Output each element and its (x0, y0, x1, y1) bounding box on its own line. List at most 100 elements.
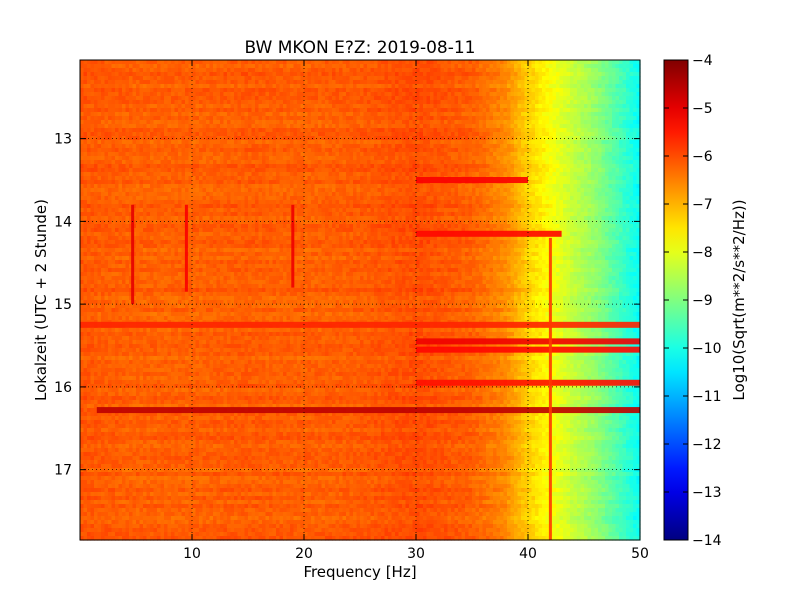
heatmap-cell (171, 216, 176, 221)
heatmap-cell (153, 456, 158, 461)
heatmap-cell (153, 292, 158, 297)
heatmap-cell (150, 380, 155, 385)
heatmap-cell (192, 164, 197, 169)
heatmap-cell (94, 264, 99, 269)
heatmap-cell (136, 356, 141, 361)
heatmap-cell (209, 336, 214, 341)
heatmap-cell (174, 188, 179, 193)
heatmap-cell (206, 388, 211, 393)
heatmap-cell (213, 108, 218, 113)
heatmap-cell (111, 104, 116, 109)
heatmap-cell (181, 264, 186, 269)
heatmap-cell (111, 136, 116, 141)
heatmap-cell (160, 500, 165, 505)
heatmap-cell (104, 336, 109, 341)
heatmap-cell (153, 508, 158, 513)
heatmap-cell (94, 348, 99, 353)
heatmap-cell (97, 256, 102, 261)
heatmap-cell (199, 184, 204, 189)
heatmap-cell (101, 228, 106, 233)
heatmap-cell (108, 140, 113, 145)
heatmap-cell (199, 80, 204, 85)
heatmap-cell (223, 248, 228, 253)
heatmap-cell (223, 64, 228, 69)
heatmap-cell (129, 84, 134, 89)
heatmap-cell (118, 212, 123, 217)
heatmap-cell (199, 404, 204, 409)
heatmap-cell (139, 192, 144, 197)
heatmap-cell (97, 524, 102, 529)
heatmap-cell (146, 376, 151, 381)
heatmap-cell (122, 508, 127, 513)
heatmap-cell (108, 532, 113, 537)
heatmap-cell (206, 520, 211, 525)
heatmap-cell (216, 80, 221, 85)
heatmap-cell (97, 424, 102, 429)
heatmap-cell (139, 88, 144, 93)
heatmap-cell (188, 192, 193, 197)
heatmap-cell (118, 524, 123, 529)
heatmap-cell (125, 148, 130, 153)
heatmap-cell (213, 96, 218, 101)
heatmap-cell (153, 160, 158, 165)
heatmap-cell (104, 292, 109, 297)
heatmap-cell (213, 124, 218, 129)
heatmap-cell (206, 528, 211, 533)
heatmap-cell (178, 132, 183, 137)
heatmap-cell (195, 464, 200, 469)
heatmap-cell (132, 76, 137, 81)
heatmap-cell (108, 156, 113, 161)
heatmap-cell (206, 512, 211, 517)
heatmap-cell (223, 128, 228, 133)
heatmap-cell (220, 152, 225, 157)
heatmap-cell (80, 292, 85, 297)
heatmap-cell (188, 92, 193, 97)
heatmap-cell (171, 308, 176, 313)
heatmap-cell (111, 528, 116, 533)
heatmap-cell (118, 96, 123, 101)
heatmap-cell (132, 132, 137, 137)
heatmap-cell (150, 264, 155, 269)
heatmap-cell (202, 392, 207, 397)
heatmap-cell (118, 380, 123, 385)
heatmap-cell (153, 428, 158, 433)
heatmap-cell (181, 412, 186, 417)
heatmap-cell (220, 484, 225, 489)
heatmap-cell (125, 188, 130, 193)
heatmap-cell (139, 376, 144, 381)
heatmap-cell (125, 280, 130, 285)
heatmap-cell (202, 416, 207, 421)
heatmap-cell (195, 140, 200, 145)
heatmap-cell (188, 492, 193, 497)
heatmap-cell (83, 276, 88, 281)
heatmap-cell (195, 404, 200, 409)
heatmap-cell (87, 128, 92, 133)
heatmap-cell (164, 516, 169, 521)
heatmap-cell (178, 476, 183, 481)
heatmap-cell (94, 388, 99, 393)
heatmap-cell (164, 328, 169, 333)
heatmap-cell (87, 408, 92, 413)
heatmap-cell (150, 252, 155, 257)
heatmap-cell (136, 496, 141, 501)
heatmap-cell (143, 156, 148, 161)
heatmap-cell (181, 140, 186, 145)
heatmap-cell (199, 104, 204, 109)
heatmap-cell (153, 80, 158, 85)
heatmap-cell (80, 64, 85, 69)
heatmap-cell (122, 436, 127, 441)
heatmap-cell (164, 168, 169, 173)
heatmap-cell (150, 436, 155, 441)
heatmap-cell (181, 108, 186, 113)
heatmap-cell (164, 432, 169, 437)
heatmap-cell (139, 284, 144, 289)
heatmap-cell (185, 308, 190, 313)
heatmap-cell (195, 336, 200, 341)
heatmap-cell (160, 448, 165, 453)
heatmap-cell (139, 184, 144, 189)
heatmap-cell (129, 472, 134, 477)
heatmap-cell (220, 76, 225, 81)
heatmap-cell (111, 140, 116, 145)
heatmap-cell (206, 300, 211, 305)
heatmap-cell (199, 420, 204, 425)
